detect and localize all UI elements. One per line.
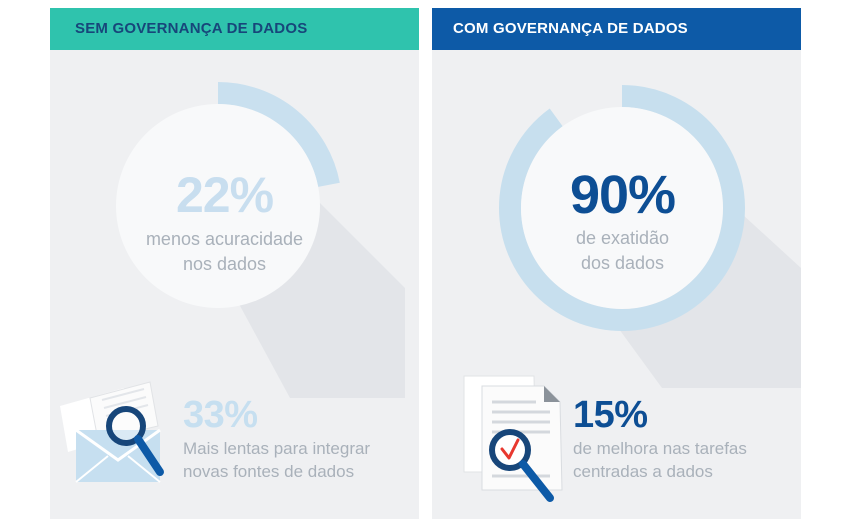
left-circle-value: 22% (175, 167, 274, 223)
right-donut-chart (499, 85, 801, 388)
left-circle-label: menos acuracidade nos dados (145, 229, 304, 274)
right-ring-arc (499, 85, 745, 331)
right-circle-value: 90% (569, 165, 676, 225)
left-stat-value: 33% (183, 394, 258, 436)
right-circle-label: de exatidão dos dados (575, 228, 670, 273)
right-circle (521, 107, 723, 309)
right-stat-label: de melhora nas tarefas centradas a dados (573, 439, 747, 481)
left-circle (116, 104, 320, 308)
left-panel: SEM GOVERNANÇA DE DADOS 22% menos acurac… (50, 8, 419, 519)
document-check-magnifier-icon (463, 375, 563, 502)
left-stat-label: Mais lentas para integrar novas fontes d… (183, 439, 371, 481)
left-panel-header: SEM GOVERNANÇA DE DADOS (50, 8, 419, 50)
left-ring-arc (217, 82, 340, 188)
left-donut-chart (116, 82, 405, 398)
right-panel-header: COM GOVERNANÇA DE DADOS (432, 8, 801, 50)
envelope-magnifier-icon (60, 381, 164, 483)
right-panel: COM GOVERNANÇA DE DADOS 90% de exatidão … (432, 8, 801, 519)
right-stat-value: 15% (573, 394, 648, 436)
